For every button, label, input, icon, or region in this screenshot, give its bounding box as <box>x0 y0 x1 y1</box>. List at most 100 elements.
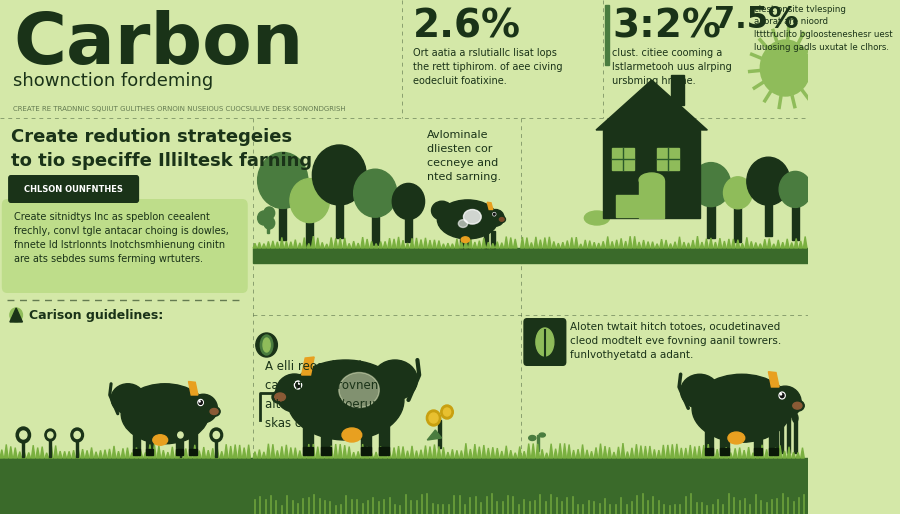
Circle shape <box>444 408 451 416</box>
Circle shape <box>256 333 277 357</box>
Polygon shape <box>334 238 338 248</box>
Polygon shape <box>233 445 237 458</box>
Bar <box>146 449 154 455</box>
Polygon shape <box>179 452 183 458</box>
Bar <box>765 198 772 236</box>
Polygon shape <box>603 446 607 458</box>
Bar <box>50 435 51 457</box>
Polygon shape <box>525 237 528 248</box>
Circle shape <box>10 308 22 322</box>
Bar <box>279 200 286 240</box>
Polygon shape <box>410 238 414 248</box>
Ellipse shape <box>208 407 220 416</box>
FancyBboxPatch shape <box>2 199 248 293</box>
Circle shape <box>290 178 329 223</box>
Text: Avlominale
dliesten cor
cecneye and
nted sarning.: Avlominale dliesten cor cecneye and nted… <box>428 130 501 182</box>
Polygon shape <box>374 244 378 248</box>
Circle shape <box>199 401 200 402</box>
Polygon shape <box>549 444 553 458</box>
Polygon shape <box>534 237 537 248</box>
Polygon shape <box>451 244 454 248</box>
Bar <box>639 180 664 218</box>
Polygon shape <box>293 448 297 458</box>
Polygon shape <box>741 243 744 248</box>
Polygon shape <box>302 237 306 248</box>
Bar <box>438 420 441 448</box>
Ellipse shape <box>189 394 218 423</box>
Ellipse shape <box>287 360 404 440</box>
Polygon shape <box>76 448 80 458</box>
Circle shape <box>45 429 56 441</box>
Circle shape <box>296 382 301 388</box>
Polygon shape <box>284 241 288 248</box>
Bar <box>720 423 729 455</box>
Polygon shape <box>538 240 542 248</box>
Text: clest onsite tvlesping
ailorat are nioord
lttttruclito bgloosteneshesr uest
luuo: clest onsite tvlesping ailorat are nioor… <box>754 5 893 51</box>
Polygon shape <box>729 453 733 458</box>
Polygon shape <box>670 444 674 458</box>
Polygon shape <box>637 242 641 248</box>
Polygon shape <box>320 450 324 458</box>
Polygon shape <box>224 444 228 458</box>
Polygon shape <box>54 446 58 458</box>
Polygon shape <box>580 445 584 458</box>
Polygon shape <box>716 449 719 458</box>
Polygon shape <box>392 448 396 458</box>
Circle shape <box>493 213 495 215</box>
Polygon shape <box>760 445 764 458</box>
Bar <box>520 248 808 263</box>
Ellipse shape <box>272 391 288 403</box>
Circle shape <box>16 427 31 443</box>
Polygon shape <box>379 242 382 248</box>
Circle shape <box>20 431 27 439</box>
Polygon shape <box>522 451 526 458</box>
Polygon shape <box>634 444 638 458</box>
Bar <box>179 435 181 457</box>
Bar <box>770 423 778 455</box>
Polygon shape <box>229 446 232 458</box>
Bar <box>616 195 644 217</box>
Polygon shape <box>338 238 342 248</box>
Polygon shape <box>338 444 342 458</box>
Ellipse shape <box>461 237 470 243</box>
Polygon shape <box>162 450 166 458</box>
Ellipse shape <box>680 374 719 408</box>
Polygon shape <box>379 446 382 458</box>
Polygon shape <box>616 447 620 458</box>
Polygon shape <box>772 244 776 248</box>
Bar <box>379 417 389 455</box>
Polygon shape <box>464 443 468 458</box>
Polygon shape <box>428 240 432 248</box>
Polygon shape <box>509 237 513 248</box>
Polygon shape <box>442 244 446 248</box>
Polygon shape <box>45 453 49 458</box>
Polygon shape <box>112 446 116 458</box>
Circle shape <box>779 171 812 208</box>
Polygon shape <box>90 448 94 458</box>
Bar <box>176 449 183 455</box>
Polygon shape <box>592 242 596 248</box>
Polygon shape <box>14 448 17 458</box>
Polygon shape <box>374 452 378 458</box>
Polygon shape <box>325 450 328 458</box>
Polygon shape <box>311 444 315 458</box>
Ellipse shape <box>536 328 554 356</box>
Polygon shape <box>202 447 205 458</box>
Bar <box>379 447 389 455</box>
Ellipse shape <box>540 333 549 351</box>
Bar <box>253 458 808 514</box>
Polygon shape <box>275 450 279 458</box>
Polygon shape <box>540 449 544 458</box>
Polygon shape <box>796 452 800 458</box>
Polygon shape <box>606 236 609 248</box>
Bar <box>372 210 379 245</box>
Text: 3:2%: 3:2% <box>612 8 721 46</box>
Ellipse shape <box>464 210 482 224</box>
Polygon shape <box>769 372 779 387</box>
Polygon shape <box>451 449 454 458</box>
Polygon shape <box>648 446 652 458</box>
Circle shape <box>312 145 366 205</box>
Bar <box>0 458 253 514</box>
Bar <box>734 204 742 242</box>
Polygon shape <box>32 445 35 458</box>
